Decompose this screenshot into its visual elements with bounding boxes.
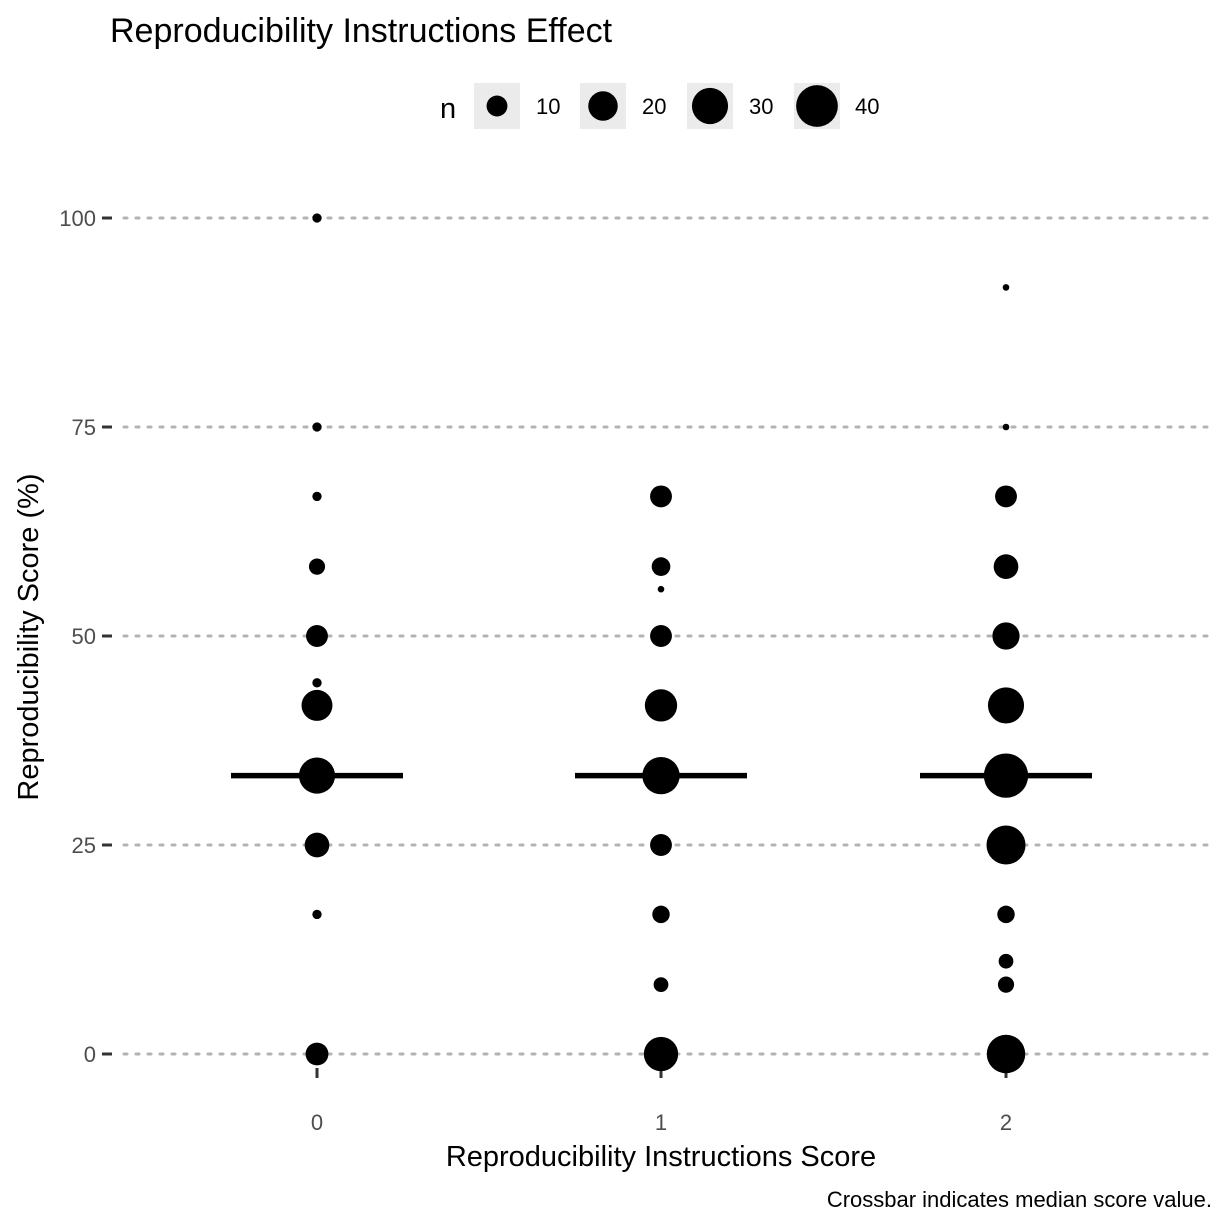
data-point <box>986 1034 1026 1074</box>
data-point <box>652 905 670 924</box>
data-point <box>992 622 1020 650</box>
data-point <box>997 905 1015 924</box>
x-tick-label: 1 <box>655 1110 667 1135</box>
data-point <box>657 585 665 593</box>
legend-title: n <box>440 93 456 125</box>
legend-label: 30 <box>749 94 773 119</box>
y-axis: 0 25 50 75 100 <box>59 206 112 1067</box>
data-point <box>995 485 1017 508</box>
data-point <box>306 625 328 647</box>
legend-key <box>691 87 729 125</box>
data-point <box>1002 284 1010 291</box>
legend-key <box>588 91 618 121</box>
data-point <box>312 422 322 432</box>
legend-key <box>796 85 838 127</box>
data-point <box>1002 423 1010 431</box>
data-point <box>650 834 672 856</box>
legend-label: 40 <box>855 94 879 119</box>
data-point <box>312 491 322 502</box>
x-axis: 0 1 2 <box>311 1068 1012 1135</box>
data-point <box>308 558 326 575</box>
y-axis-title: Reproducibility Score (%) <box>13 473 45 800</box>
data-point <box>304 832 330 858</box>
data-points <box>298 213 1029 1074</box>
y-tick-label: 50 <box>72 624 96 649</box>
y-tick-label: 0 <box>84 1042 96 1067</box>
x-tick-label: 2 <box>1000 1110 1012 1135</box>
data-point <box>650 485 672 508</box>
data-point <box>643 1036 679 1072</box>
data-point <box>650 625 672 647</box>
data-point <box>653 977 669 992</box>
x-tick-label: 0 <box>311 1110 323 1135</box>
data-point <box>301 689 333 721</box>
chart-caption: Crossbar indicates median score value. <box>827 1187 1212 1212</box>
data-point <box>987 687 1025 724</box>
legend-label: 20 <box>642 94 666 119</box>
data-point <box>312 909 322 920</box>
x-axis-title: Reproducibility Instructions Score <box>446 1141 876 1173</box>
chart-title: Reproducibility Instructions Effect <box>110 12 613 50</box>
data-point <box>312 678 322 688</box>
data-point <box>312 213 322 223</box>
data-point <box>644 689 678 722</box>
legend: n 10 20 30 40 <box>440 83 879 129</box>
data-point <box>305 1042 329 1066</box>
data-point <box>986 825 1026 865</box>
legend-key <box>486 95 508 117</box>
y-tick-label: 25 <box>72 833 96 858</box>
data-point <box>997 976 1015 993</box>
legend-label: 10 <box>536 94 560 119</box>
data-point <box>993 554 1019 579</box>
y-tick-label: 100 <box>59 206 96 231</box>
y-tick-label: 75 <box>72 415 96 440</box>
data-point <box>998 953 1014 969</box>
data-point <box>651 557 671 576</box>
